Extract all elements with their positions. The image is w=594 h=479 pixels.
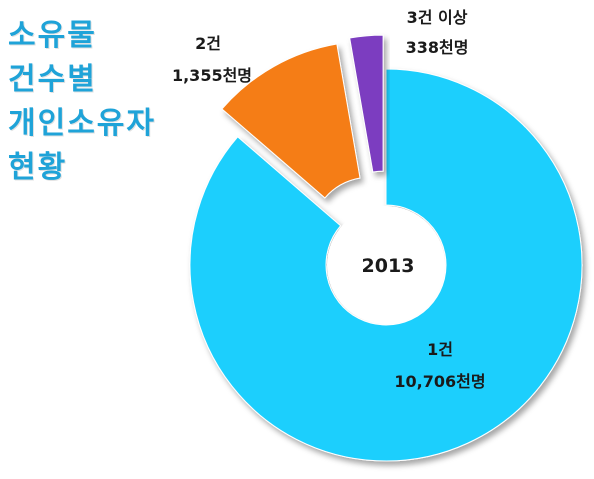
- slice-category-label: 1건: [427, 340, 453, 359]
- chart-title: 소유물 건수별 개인소유자 현황: [8, 14, 183, 190]
- center-year-label: 2013: [362, 255, 415, 277]
- slice-category-label: 3건 이상: [407, 8, 468, 27]
- slice-2: [221, 43, 361, 199]
- slice-value-label: 1,355천명: [172, 66, 252, 85]
- slice-3: [349, 34, 384, 173]
- donut-hole: [327, 206, 445, 324]
- slice-value-label: 10,706천명: [394, 372, 485, 391]
- title-line-3: 개인소유자: [8, 106, 156, 141]
- slice-1: [189, 68, 583, 462]
- slice-category-label: 2건: [195, 34, 221, 53]
- title-line-1: 소유물: [8, 18, 97, 53]
- slice-value-label: 338천명: [406, 38, 469, 57]
- title-line-4: 현황: [8, 150, 68, 185]
- title-line-2: 건수별: [8, 62, 97, 97]
